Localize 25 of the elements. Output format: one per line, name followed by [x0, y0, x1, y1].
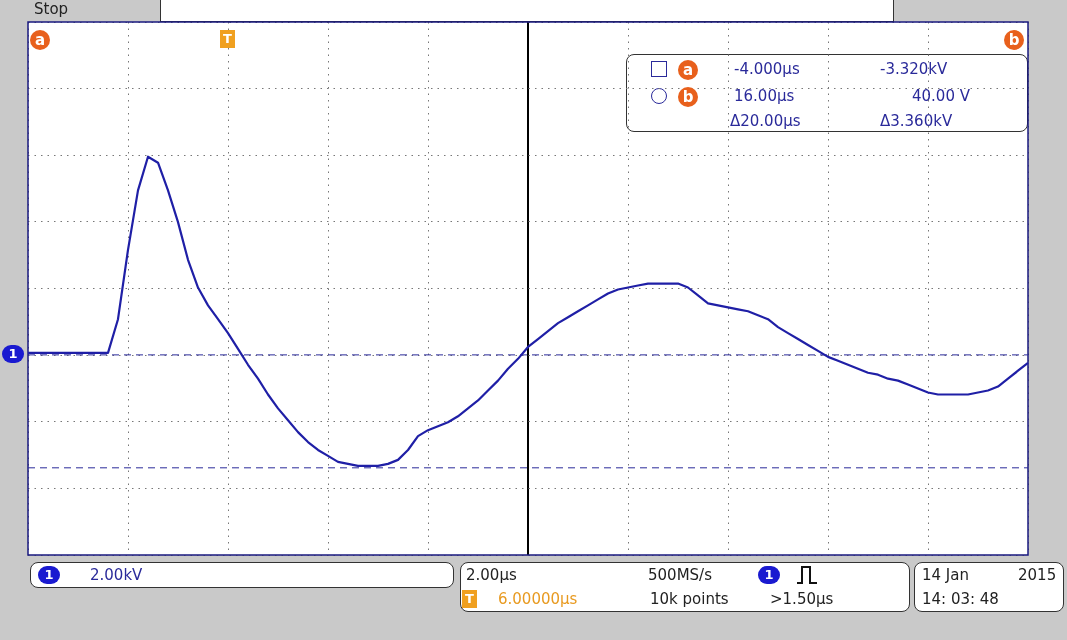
text: 6.00000µs	[498, 590, 578, 608]
text: 1	[758, 566, 780, 584]
text: 1	[2, 345, 24, 363]
text: -3.320kV	[880, 60, 948, 78]
text: 14: 03: 48	[922, 590, 999, 608]
text: 1	[38, 566, 60, 584]
text: 2.00kV	[90, 566, 143, 584]
text: b	[678, 87, 698, 107]
text: a	[678, 60, 698, 80]
text: 16.00µs	[734, 87, 795, 105]
text: >1.50µs	[770, 590, 834, 608]
text: T	[220, 30, 235, 48]
text: 2.00µs	[466, 566, 517, 584]
text: Δ20.00µs	[730, 112, 801, 130]
text: Δ3.360kV	[880, 112, 953, 130]
text: 500MS/s	[648, 566, 712, 584]
text: T	[462, 590, 477, 608]
text: 2015	[1018, 566, 1057, 584]
text: Stop	[34, 0, 69, 18]
text: 14 Jan	[922, 566, 969, 584]
text: b	[1004, 30, 1024, 50]
text: 40.00 V	[912, 87, 970, 105]
text: a	[30, 30, 50, 50]
text: 10k points	[650, 590, 729, 608]
text: -4.000µs	[734, 60, 800, 78]
